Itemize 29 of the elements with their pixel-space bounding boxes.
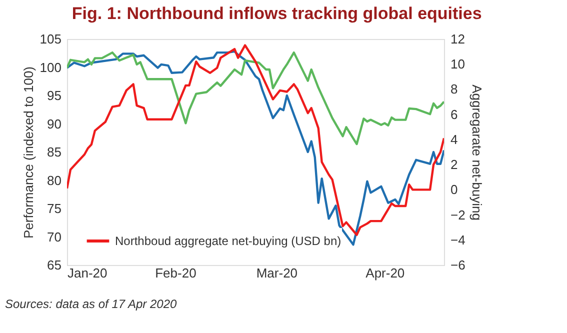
y-tick-label: 100 xyxy=(40,60,62,75)
y2-tick-label: 2 xyxy=(450,157,458,172)
y2-tick-label: 8 xyxy=(450,82,458,97)
x-tick-label: Apr-20 xyxy=(366,266,405,280)
y-tick-label: 90 xyxy=(47,116,62,132)
y-tick-label: 70 xyxy=(47,229,62,244)
y2-tick-label: 6 xyxy=(450,106,458,122)
y-tick-label: 80 xyxy=(47,172,62,188)
y2-tick-label: 12 xyxy=(450,32,465,46)
chart-title: Fig. 1: Northbound inflows tracking global equities xyxy=(72,4,482,23)
y-tick-label: 105 xyxy=(40,32,62,46)
y2-tick-label: 0 xyxy=(450,182,458,198)
x-tick-label: Feb-20 xyxy=(155,266,196,280)
y2-tick-label: −2 xyxy=(450,207,466,222)
source-note: Sources: data as of 17 Apr 2020 xyxy=(5,297,177,311)
y-tick-label: 95 xyxy=(47,88,62,103)
y2-axis-title: Aggregarate net-buying xyxy=(469,84,484,220)
y-tick-label: 65 xyxy=(47,258,62,272)
y-tick-label: 85 xyxy=(47,144,62,160)
y2-tick-label: −4 xyxy=(450,232,466,248)
x-tick-label: Jan-20 xyxy=(68,266,108,280)
y2-tick-label: 4 xyxy=(450,132,458,147)
y2-tick-label: 10 xyxy=(450,56,465,72)
y-tick-label: 75 xyxy=(47,201,62,216)
x-tick-label: Mar-20 xyxy=(256,266,298,280)
legend-label: Northboud aggregate net-buying (USD bn) xyxy=(115,234,342,248)
y2-tick-label: −6 xyxy=(450,258,466,272)
line-series xyxy=(67,51,444,146)
y-axis-title: Performance (indexed to 100) xyxy=(20,66,36,238)
